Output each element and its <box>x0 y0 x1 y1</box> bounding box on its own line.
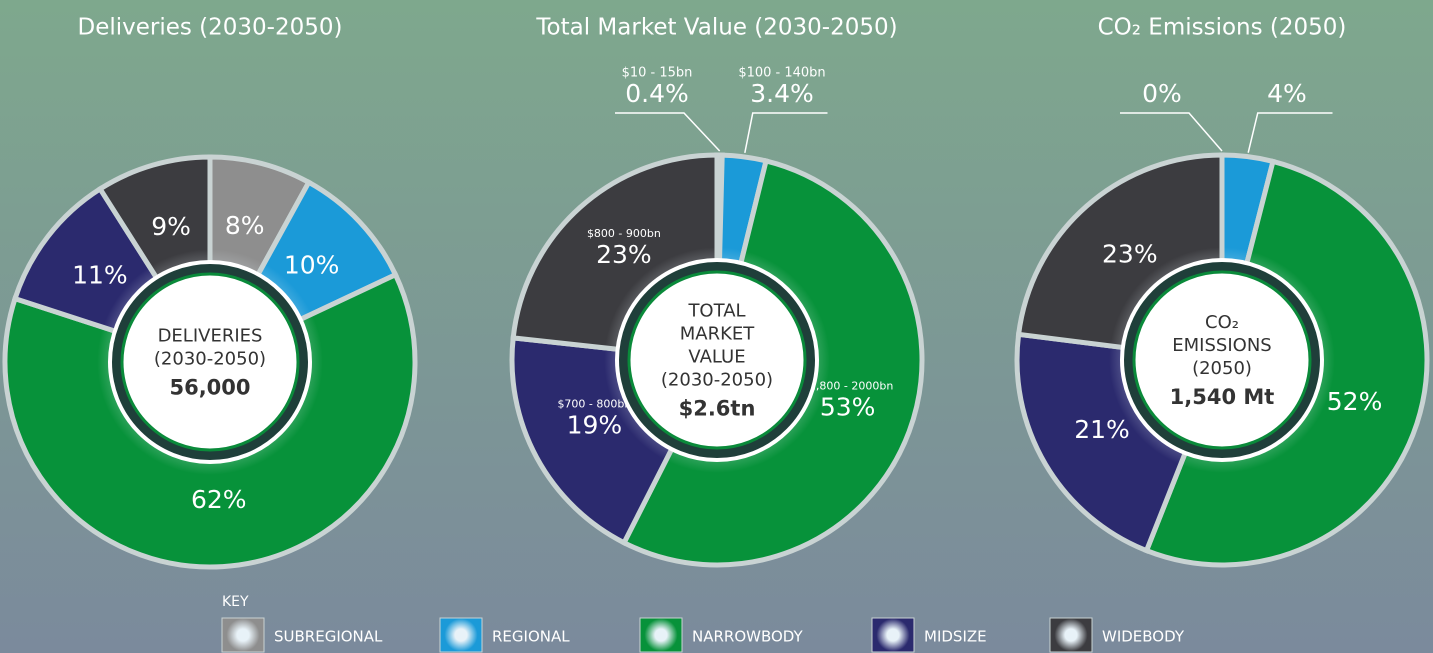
value-label: 8% <box>225 211 265 240</box>
legend-label: MIDSIZE <box>924 628 987 646</box>
center-label: CO₂ <box>1205 312 1239 333</box>
value-label: 62% <box>191 485 247 514</box>
center-label: (2030-2050) <box>154 349 266 370</box>
value-label: 3.4% <box>750 79 814 108</box>
center-label: (2050) <box>1192 358 1252 379</box>
chart-title: CO₂ Emissions (2050) <box>1098 15 1347 41</box>
legend-swatch <box>1049 617 1093 653</box>
legend-title: KEY <box>222 594 249 610</box>
center-disc <box>120 272 300 452</box>
range-label: $800 - 900bn <box>587 227 661 240</box>
value-label: 11% <box>72 261 128 290</box>
center-value: $2.6tn <box>679 397 756 421</box>
leader-line <box>615 112 721 152</box>
leader-line <box>1120 112 1223 152</box>
center-value: 56,000 <box>169 376 250 400</box>
legend-label: NARROWBODY <box>692 628 804 646</box>
value-label: 10% <box>284 251 340 280</box>
value-label: 19% <box>567 410 623 439</box>
value-label: 4% <box>1267 79 1307 108</box>
range-label: $10 - 15bn <box>622 66 693 81</box>
value-label: 0.4% <box>625 79 689 108</box>
center-value: 1,540 Mt <box>1170 385 1275 409</box>
range-label: $700 - 800bn <box>557 397 631 410</box>
legend-label: REGIONAL <box>492 628 570 646</box>
center-label: EMISSIONS <box>1172 335 1271 356</box>
chart-title: Total Market Value (2030-2050) <box>535 15 897 41</box>
center-disc <box>627 270 807 450</box>
value-label: 23% <box>596 240 652 269</box>
center-label: TOTAL <box>687 301 745 322</box>
center-label: VALUE <box>688 347 745 368</box>
value-label: 9% <box>151 212 191 241</box>
range-label: $100 - 140bn <box>738 66 825 81</box>
legend-label: WIDEBODY <box>1102 628 1185 646</box>
legend-label: SUBREGIONAL <box>274 628 383 646</box>
range-label: $1,800 - 2000bn <box>802 380 893 393</box>
value-label: 53% <box>820 393 876 422</box>
legend-swatch <box>639 617 683 653</box>
value-label: 21% <box>1074 415 1130 444</box>
center-label: MARKET <box>680 324 756 345</box>
center-label: DELIVERIES <box>158 326 263 347</box>
leader-line <box>1247 112 1333 153</box>
value-label: 0% <box>1142 79 1182 108</box>
chart-title: Deliveries (2030-2050) <box>77 15 342 41</box>
legend-swatch <box>221 617 265 653</box>
value-label: 23% <box>1102 239 1158 268</box>
value-label: 52% <box>1327 387 1383 416</box>
center-disc <box>1132 270 1312 450</box>
legend-swatch <box>439 617 483 653</box>
leader-line <box>744 112 828 154</box>
center-label: (2030-2050) <box>661 370 773 391</box>
legend-swatch <box>871 617 915 653</box>
